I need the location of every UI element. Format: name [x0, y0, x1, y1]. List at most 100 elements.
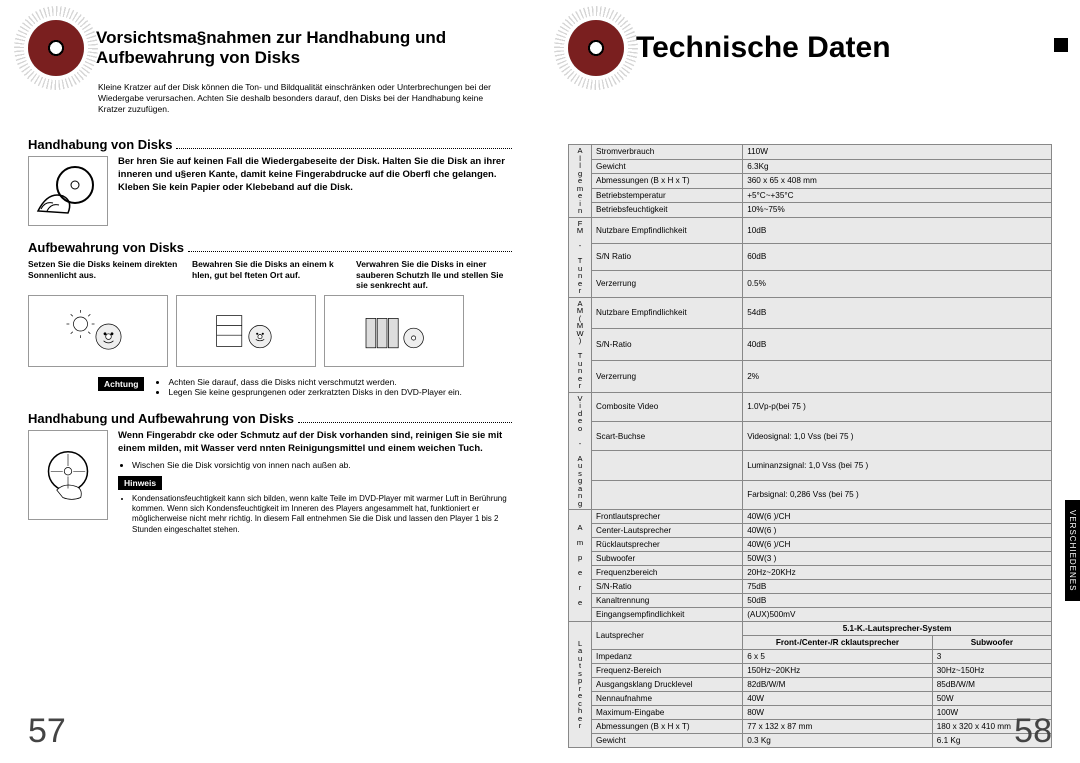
- handling-text: Ber hren Sie auf keinen Fall die Wiederg…: [118, 156, 512, 194]
- sun-disc-icon: [28, 295, 168, 367]
- spec-value: 77 x 132 x 87 mm: [743, 720, 933, 734]
- spec-label: Abmessungen (B x H x T): [592, 174, 743, 189]
- spec-value: Videosignal: 1,0 Vss (bei 75 ): [743, 421, 1052, 450]
- spec-value: 75dB: [743, 580, 1052, 594]
- spec-label: [592, 480, 743, 509]
- spec-label: Betriebstemperatur: [592, 188, 743, 203]
- achtung-tag: Achtung: [98, 377, 144, 391]
- spec-label: Ausgangsklang Drucklevel: [592, 678, 743, 692]
- page-title-left: Vorsichtsma§nahmen zur Handhabung und Au…: [96, 28, 512, 68]
- spec-label: Betriebsfeuchtigkeit: [592, 203, 743, 218]
- spec-category: Allgemein: [569, 145, 592, 218]
- spec-value: 50dB: [743, 594, 1052, 608]
- spec-value: 80W: [743, 706, 933, 720]
- spec-label: S/N-Ratio: [592, 580, 743, 594]
- disc-icon: [568, 20, 624, 76]
- section3-title-text: Handhabung und Aufbewahrung von Disks: [28, 411, 294, 426]
- spec-value: 0.3 Kg: [743, 734, 933, 748]
- spec-value: 10%~75%: [743, 203, 1052, 218]
- section2-title-text: Aufbewahrung von Disks: [28, 240, 184, 255]
- achtung-item: Legen Sie keine gesprungenen oder zerkra…: [168, 387, 461, 397]
- section1-title-text: Handhabung von Disks: [28, 137, 172, 152]
- wipe-disc-icon: [28, 430, 108, 520]
- speaker-system-header: 5.1-K.-Lautsprecher-System: [743, 622, 1052, 636]
- spec-value: 110W: [743, 145, 1052, 160]
- spec-label: S/N-Ratio: [592, 329, 743, 361]
- spec-label: Eingangsempfindlichkeit: [592, 608, 743, 622]
- speaker-col2: Subwoofer: [932, 636, 1051, 650]
- spec-label: Gewicht: [592, 734, 743, 748]
- storage-cap-1: Setzen Sie die Disks keinem direkten Son…: [28, 259, 184, 291]
- spec-value: 60dB: [743, 244, 1052, 271]
- spec-label: Lautsprecher: [592, 622, 743, 650]
- spec-value: Farbsignal: 0,286 Vss (bei 75 ): [743, 480, 1052, 509]
- spec-value: 3: [932, 650, 1051, 664]
- storage-captions: Setzen Sie die Disks keinem direkten Son…: [28, 259, 512, 291]
- spec-value: 0.5%: [743, 270, 1052, 297]
- spec-value: 6 x 5: [743, 650, 933, 664]
- spec-value: 82dB/W/M: [743, 678, 933, 692]
- spec-table: AllgemeinStromverbrauch110WGewicht6.3KgA…: [568, 144, 1052, 748]
- spec-label: Center-Lautsprecher: [592, 524, 743, 538]
- spec-label: Maximum-Eingabe: [592, 706, 743, 720]
- spec-value: 1.0Vp-p(bei 75 ): [743, 392, 1052, 421]
- spec-value: 10dB: [743, 217, 1052, 244]
- cool-place-icon: [176, 295, 316, 367]
- spec-value: 50W(3 ): [743, 552, 1052, 566]
- cleaning-text: Wenn Fingerabdr cke oder Schmutz auf der…: [118, 430, 512, 456]
- page-title-right: Technische Daten: [636, 31, 891, 65]
- dotline: [188, 251, 512, 252]
- spec-value: 360 x 65 x 408 mm: [743, 174, 1052, 189]
- handling-row: Ber hren Sie auf keinen Fall die Wiederg…: [28, 156, 512, 226]
- page-number-58: 58: [1014, 712, 1052, 751]
- spec-category: Video - Ausgang: [569, 392, 592, 510]
- spec-label: Stromverbrauch: [592, 145, 743, 160]
- spec-label: Subwoofer: [592, 552, 743, 566]
- section2-title: Aufbewahrung von Disks: [28, 240, 512, 255]
- corner-block-icon: [1054, 38, 1068, 52]
- spec-value: 30Hz~150Hz: [932, 664, 1051, 678]
- section1-title: Handhabung von Disks: [28, 137, 512, 152]
- spec-value: Luminanzsignal: 1,0 Vss (bei 75 ): [743, 451, 1052, 480]
- spec-label: Rücklautsprecher: [592, 538, 743, 552]
- spec-value: 40W: [743, 692, 933, 706]
- side-tab: VERSCHIEDENES: [1065, 500, 1080, 601]
- hinweis-list: Kondensationsfeuchtigkeit kann sich bild…: [118, 494, 512, 536]
- dotline: [176, 148, 512, 149]
- spec-label: [592, 451, 743, 480]
- spec-value: +5°C~+35°C: [743, 188, 1052, 203]
- spec-category: AM(MW) Tuner: [569, 297, 592, 392]
- spec-value: 54dB: [743, 297, 1052, 329]
- spec-label: S/N Ratio: [592, 244, 743, 271]
- spec-value: 50W: [932, 692, 1051, 706]
- storage-cap-3: Verwahren Sie die Disks in einer saubere…: [356, 259, 512, 291]
- header-right: Technische Daten: [568, 20, 1052, 76]
- speaker-col1: Front-/Center-/R cklautsprecher: [743, 636, 933, 650]
- spec-label: Scart-Buchse: [592, 421, 743, 450]
- spec-value: 40W(6 )/CH: [743, 510, 1052, 524]
- spec-label: Frontlautsprecher: [592, 510, 743, 524]
- spec-value: 85dB/W/M: [932, 678, 1051, 692]
- spec-category: FM - Tuner: [569, 217, 592, 297]
- case-upright-icon: [324, 295, 464, 367]
- spec-label: Combosite Video: [592, 392, 743, 421]
- cleaning-bullet: Wischen Sie die Disk vorsichtig von inne…: [132, 460, 512, 470]
- spec-value: 6.3Kg: [743, 159, 1052, 174]
- spec-label: Gewicht: [592, 159, 743, 174]
- dotline: [298, 422, 512, 423]
- page-number-57: 57: [28, 712, 66, 751]
- spec-label: Verzerrung: [592, 270, 743, 297]
- page-58: Technische Daten AllgemeinStromverbrauch…: [540, 0, 1080, 763]
- achtung-row: Achtung Achten Sie darauf, dass die Disk…: [98, 377, 512, 397]
- spec-category: A m p e r e: [569, 510, 592, 622]
- section3-title: Handhabung und Aufbewahrung von Disks: [28, 411, 512, 426]
- spec-label: Nutzbare Empfindlichkeit: [592, 217, 743, 244]
- hinweis-item: Kondensationsfeuchtigkeit kann sich bild…: [132, 494, 512, 536]
- cleaning-row: Wenn Fingerabdr cke oder Schmutz auf der…: [28, 430, 512, 535]
- storage-images: [28, 295, 512, 367]
- cleaning-text-wrap: Wenn Fingerabdr cke oder Schmutz auf der…: [118, 430, 512, 535]
- spec-label: Frequenz-Bereich: [592, 664, 743, 678]
- spec-label: Nutzbare Empfindlichkeit: [592, 297, 743, 329]
- intro-text: Kleine Kratzer auf der Disk können die T…: [98, 82, 512, 115]
- spec-label: Kanaltrennung: [592, 594, 743, 608]
